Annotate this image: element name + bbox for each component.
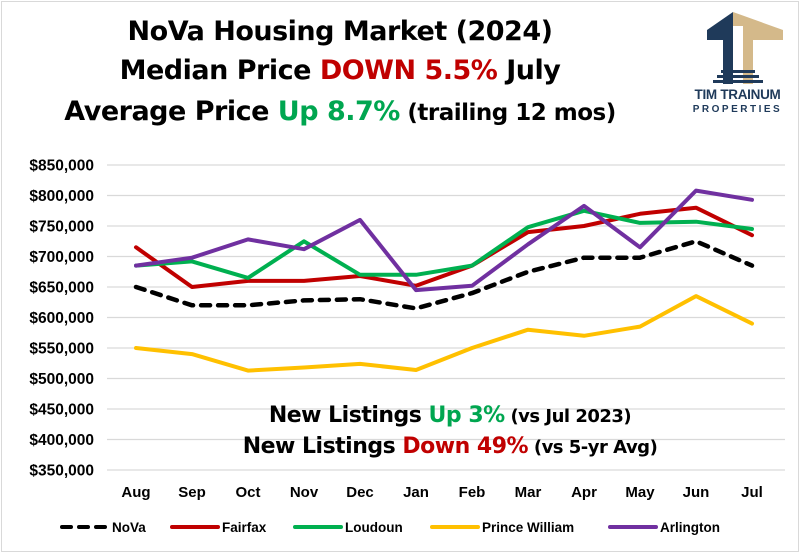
y-tick-label: $550,000	[29, 341, 94, 358]
title-line-1: NoVa Housing Market (2024)	[0, 16, 740, 47]
x-tick-label: Feb	[459, 484, 486, 501]
title-line-2: Median Price DOWN 5.5% July	[0, 55, 740, 86]
company-logo-icon	[707, 12, 783, 84]
average-label: Average Price	[64, 96, 278, 127]
logo-step-3	[713, 80, 763, 83]
annotation-line-2: New Listings Down 49% (vs 5-yr Avg)	[150, 434, 750, 459]
y-tick-label: $750,000	[29, 219, 94, 236]
logo-step-1	[721, 70, 755, 73]
gridlines	[107, 164, 785, 471]
median-change: DOWN 5.5%	[319, 55, 498, 86]
logo-step-2	[717, 75, 759, 78]
listings-compare-yoy: (vs Jul 2023)	[504, 406, 632, 427]
x-tick-label: Sep	[178, 484, 206, 501]
legend: NoVa Fairfax Loudoun Prince William Arlingto…	[60, 520, 720, 535]
legend-label-loudoun: Loudoun	[345, 520, 403, 535]
x-tick-label: Aug	[121, 484, 150, 501]
series-line-fairfax	[134, 205, 754, 289]
x-tick-label: Dec	[346, 484, 374, 501]
average-change: Up 8.7%	[277, 96, 401, 127]
y-tick-label: $500,000	[29, 371, 94, 388]
logo-navy-pillar	[707, 12, 733, 84]
y-tick-label: $400,000	[29, 432, 94, 449]
legend-label-arlington: Arlington	[660, 520, 720, 535]
average-period: (trailing 12 mos)	[399, 100, 616, 126]
listings-label-2: New Listings	[242, 434, 403, 459]
series-line-prince-william	[134, 294, 754, 373]
listings-compare-5yr: (vs 5-yr Avg)	[528, 437, 658, 458]
listings-change-yoy: Up 3%	[428, 403, 506, 428]
series-lines	[133, 188, 755, 373]
x-tick-label: Mar	[515, 484, 542, 501]
logo-name: TIM TRAINUM	[694, 87, 781, 102]
legend-label-nova: NoVa	[112, 520, 146, 535]
x-tick-label: Apr	[571, 484, 597, 501]
series-line-loudoun	[134, 208, 754, 280]
series-line-nova	[133, 239, 755, 311]
title-text: NoVa Housing Market (2024)	[127, 16, 553, 47]
title-line-3: Average Price Up 8.7% (trailing 12 mos)	[0, 96, 740, 127]
logo-subtitle: PROPERTIES	[692, 104, 783, 115]
listings-change-5yr: Down 49%	[402, 434, 529, 459]
x-tick-label: Jul	[741, 484, 763, 501]
x-tick-label: Nov	[290, 484, 319, 501]
median-period: July	[497, 55, 561, 86]
y-tick-label: $700,000	[29, 249, 94, 266]
x-tick-label: Jun	[683, 484, 710, 501]
y-tick-label: $600,000	[29, 310, 94, 327]
x-tick-label: Oct	[235, 484, 260, 501]
listings-label-1: New Listings	[268, 403, 429, 428]
y-tick-label: $800,000	[29, 188, 94, 205]
x-tick-label: May	[625, 484, 655, 501]
median-label: Median Price	[119, 55, 320, 86]
y-tick-label: $450,000	[29, 402, 94, 419]
y-tick-label: $650,000	[29, 280, 94, 297]
y-tick-label: $350,000	[29, 463, 94, 480]
legend-label-fairfax: Fairfax	[222, 520, 267, 535]
x-tick-label: Jan	[403, 484, 429, 501]
logo-tan-pillar	[733, 12, 783, 84]
annotation-line-1: New Listings Up 3% (vs Jul 2023)	[150, 403, 750, 428]
y-axis-ticks: $850,000 $800,000 $750,000 $700,000 $650,000…	[29, 158, 94, 480]
x-axis-ticks: Aug Sep Oct Nov Dec Jan Feb Mar Apr May Jun Jul	[121, 484, 762, 501]
series-line-arlington	[134, 188, 754, 293]
legend-label-prince-william: Prince William	[482, 520, 574, 535]
y-tick-label: $850,000	[29, 158, 94, 175]
